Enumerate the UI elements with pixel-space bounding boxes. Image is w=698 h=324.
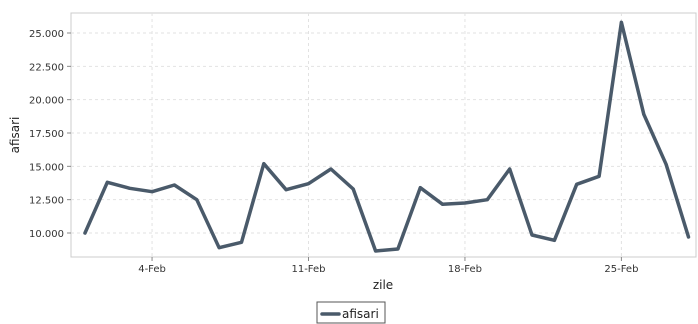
x-tick-label: 25-Feb [604, 264, 638, 275]
data-point [664, 162, 668, 166]
gridlines [71, 13, 696, 257]
data-point [284, 188, 288, 192]
legend-label: afisari [342, 307, 379, 321]
y-tick-label: 17.500 [29, 129, 64, 140]
data-point [262, 162, 266, 166]
data-point [172, 183, 176, 187]
y-tick-label: 15.000 [29, 162, 64, 173]
data-point [530, 233, 534, 237]
series-layer [83, 20, 691, 253]
legend: afisari [316, 301, 386, 324]
data-point [195, 198, 199, 202]
x-tick-label: 18-Feb [448, 264, 482, 275]
x-tick-label: 11-Feb [291, 264, 325, 275]
data-point [686, 235, 690, 239]
data-point [441, 202, 445, 206]
legend-box [316, 301, 386, 324]
y-tick-label: 10.000 [29, 229, 64, 240]
data-point [239, 240, 243, 244]
data-point [597, 174, 601, 178]
data-point [307, 182, 310, 186]
x-tick-label: 4-Feb [138, 264, 166, 275]
data-point [83, 231, 87, 235]
x-axis: 4-Feb 11-Feb 18-Feb 25-Feb [138, 257, 638, 275]
data-point [418, 186, 422, 190]
x-axis-title: zile [373, 278, 393, 292]
y-axis-title: afisari [8, 117, 22, 154]
data-point [463, 201, 467, 205]
y-tick-label: 20.000 [29, 96, 64, 107]
data-point [575, 182, 579, 186]
y-tick-label: 25.000 [29, 29, 64, 40]
plot-area [70, 12, 697, 258]
y-tick-label: 12.500 [29, 196, 64, 207]
data-point [619, 20, 623, 24]
data-point [374, 249, 378, 253]
y-axis: 10.000 12.500 15.000 17.500 20.000 22.500 25.0… [29, 29, 71, 240]
y-tick-label: 22.500 [29, 62, 64, 73]
data-point [217, 246, 221, 250]
series-line-afisari [83, 20, 691, 253]
data-point [508, 167, 512, 171]
data-point [150, 190, 154, 194]
data-point [485, 198, 489, 202]
data-point [105, 180, 109, 184]
data-point [642, 112, 646, 116]
data-point [351, 187, 355, 191]
data-point [396, 247, 400, 251]
data-point [329, 167, 333, 171]
data-point [552, 238, 556, 242]
data-point [128, 186, 132, 190]
